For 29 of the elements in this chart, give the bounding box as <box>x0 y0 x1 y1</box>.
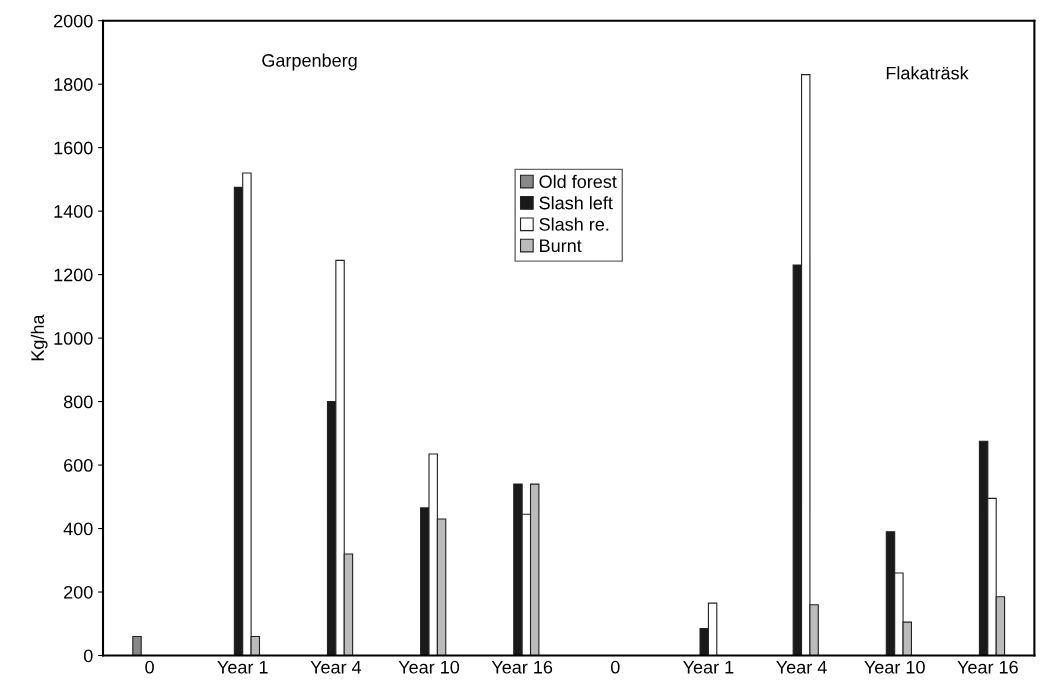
legend-label: Burnt <box>540 239 582 253</box>
y-tick-label: 0 <box>83 649 93 663</box>
y-axis-title: Kg/ha <box>30 314 48 361</box>
x-tick-label: Year 10 <box>398 660 460 674</box>
y-tick-label: 1000 <box>54 332 93 345</box>
y-tick-label: 800 <box>63 395 93 409</box>
x-tick-label: Year 1 <box>683 661 734 674</box>
y-tick-label: 600 <box>64 458 93 472</box>
y-tick-label: 2000 <box>54 14 93 28</box>
y-tick-label: 1800 <box>54 78 93 91</box>
annotation: Flakaträsk <box>886 66 969 80</box>
y-tick-label: 400 <box>63 522 93 536</box>
annotation: Garpenberg <box>262 53 357 71</box>
x-tick-label: Year 16 <box>957 660 1018 674</box>
x-tick-label: 0 <box>145 660 154 674</box>
x-tick-label: Year 16 <box>491 660 553 674</box>
legend-label: Old forest <box>539 174 617 189</box>
y-tick-label: 1200 <box>54 268 93 282</box>
x-tick-label: Year 4 <box>310 661 362 674</box>
legend-label: Slash re. <box>539 217 609 231</box>
y-tick-label: 1600 <box>54 141 93 155</box>
y-tick-label: 1400 <box>54 205 93 218</box>
x-tick-label: Year 10 <box>864 660 925 674</box>
x-tick-label: 0 <box>610 660 620 674</box>
x-tick-label: Year 1 <box>217 661 268 674</box>
bar <box>132 635 142 656</box>
x-tick-label: Year 4 <box>776 661 827 674</box>
y-tick-label: 200 <box>64 585 93 599</box>
legend-label: Slash left <box>539 196 613 210</box>
